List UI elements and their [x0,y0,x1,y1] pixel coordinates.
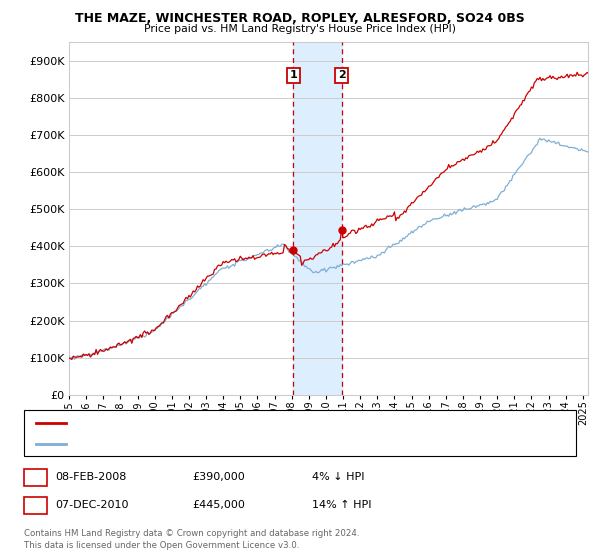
Text: 4% ↓ HPI: 4% ↓ HPI [312,472,365,482]
Text: 1: 1 [290,71,297,81]
Text: 2: 2 [338,71,346,81]
Text: £390,000: £390,000 [192,472,245,482]
Text: THE MAZE, WINCHESTER ROAD, ROPLEY, ALRESFORD, SO24 0BS: THE MAZE, WINCHESTER ROAD, ROPLEY, ALRES… [75,12,525,25]
Text: 14% ↑ HPI: 14% ↑ HPI [312,500,371,510]
Text: THE MAZE, WINCHESTER ROAD, ROPLEY, ALRESFORD, SO24 0BS (detached house): THE MAZE, WINCHESTER ROAD, ROPLEY, ALRES… [72,418,465,427]
Text: 07-DEC-2010: 07-DEC-2010 [55,500,128,510]
Text: £445,000: £445,000 [192,500,245,510]
Text: Contains HM Land Registry data © Crown copyright and database right 2024.: Contains HM Land Registry data © Crown c… [24,529,359,538]
Text: This data is licensed under the Open Government Licence v3.0.: This data is licensed under the Open Gov… [24,541,299,550]
Text: 1: 1 [31,470,40,484]
Text: Price paid vs. HM Land Registry's House Price Index (HPI): Price paid vs. HM Land Registry's House … [144,24,456,34]
Bar [293,42,341,395]
Text: HPI: Average price, detached house, East Hampshire: HPI: Average price, detached house, East… [72,440,323,449]
Text: 08-FEB-2008: 08-FEB-2008 [55,472,127,482]
Text: 2: 2 [31,498,40,512]
